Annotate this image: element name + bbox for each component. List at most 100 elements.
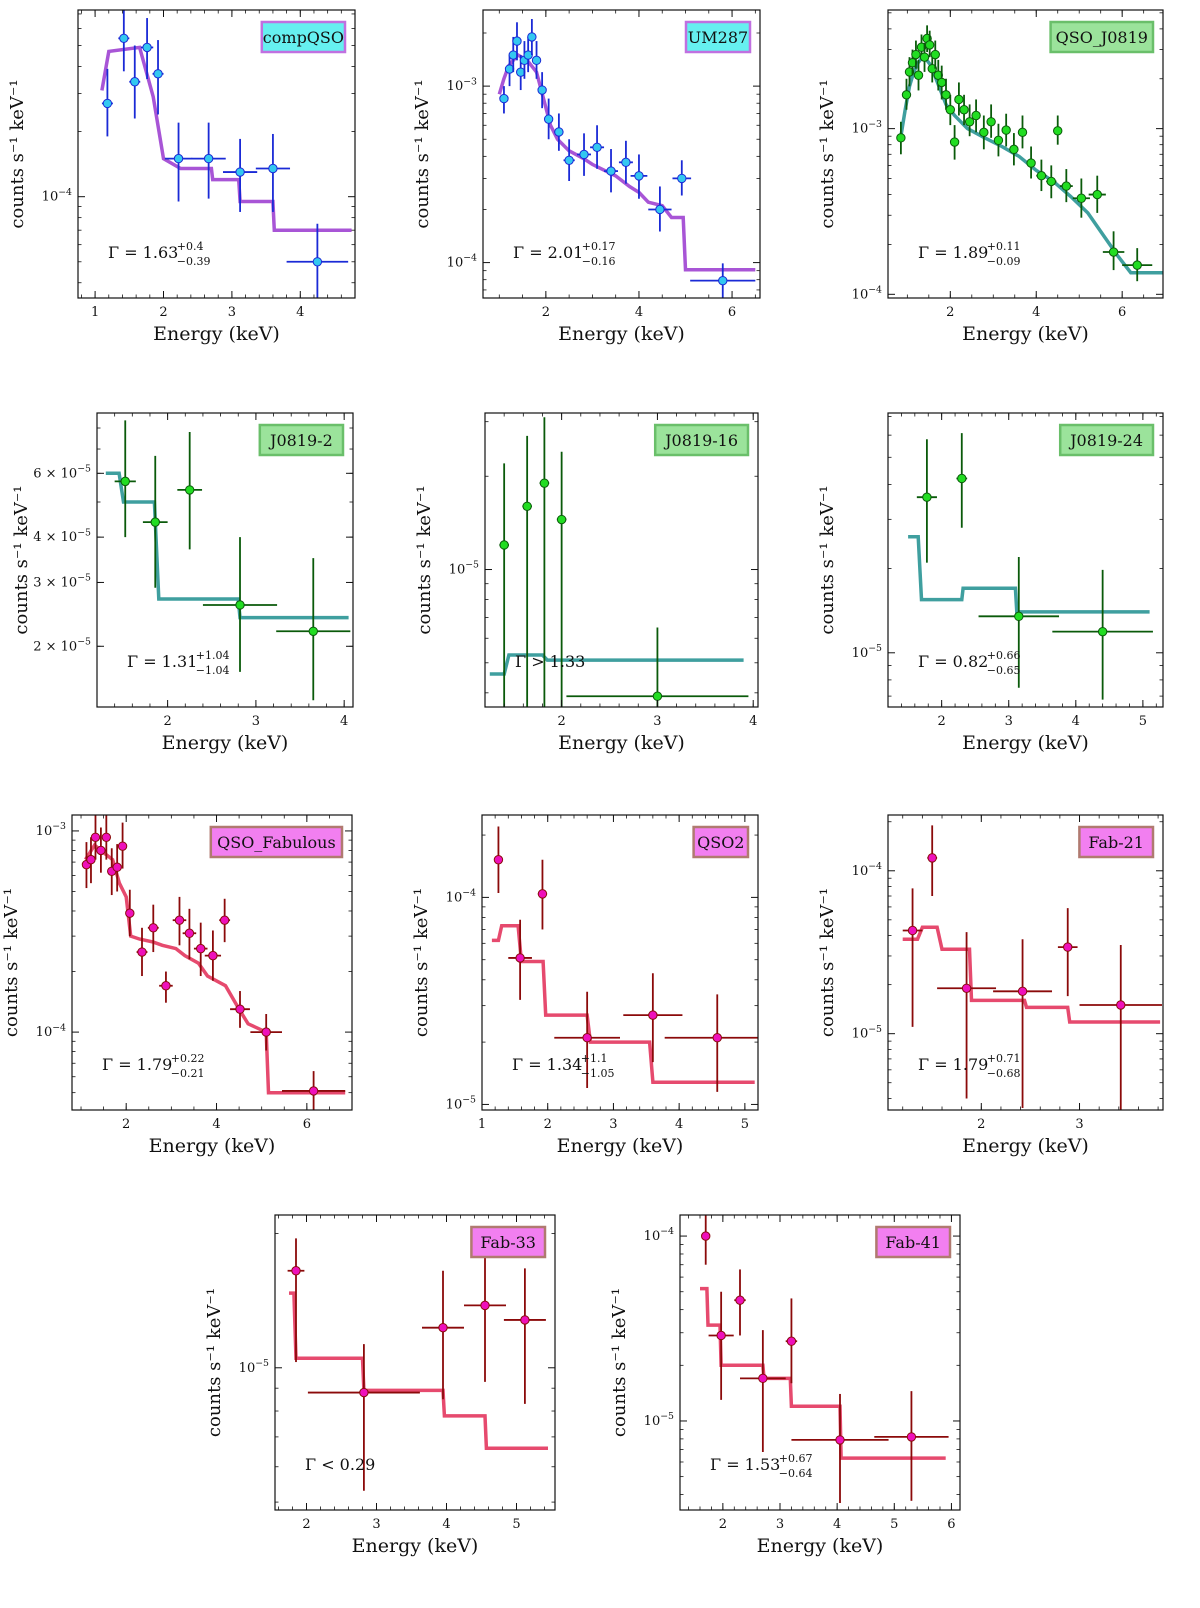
marker	[1053, 126, 1063, 136]
marker	[1092, 189, 1102, 200]
axes-frame	[274, 1214, 556, 1511]
data-point	[286, 223, 349, 298]
y-tick-label: 10−5	[449, 560, 479, 578]
x-tick-label: 6	[1118, 305, 1126, 320]
data-point	[282, 1071, 346, 1110]
marker	[148, 923, 158, 933]
x-axis-label: Energy (keV)	[153, 323, 280, 345]
data-point	[554, 113, 564, 151]
marker	[941, 90, 951, 100]
marker	[1036, 170, 1047, 181]
marker	[1076, 193, 1087, 203]
x-tick-label: 3	[228, 305, 236, 320]
source-label-box	[1078, 825, 1155, 859]
marker	[655, 204, 665, 215]
data-point	[142, 455, 168, 588]
marker	[312, 257, 323, 267]
marker	[543, 114, 554, 124]
gamma-lower-error: −0.39	[177, 255, 211, 268]
data-point	[986, 104, 996, 138]
marker	[130, 77, 140, 87]
data-point	[978, 557, 1060, 688]
gamma-upper-error: +1.1	[581, 1052, 608, 1065]
marker	[993, 135, 1004, 146]
data-point	[949, 125, 960, 160]
marker	[261, 1027, 271, 1037]
marker	[1063, 942, 1073, 952]
data-point	[512, 22, 522, 61]
panel-compqso: 1 2 3 4 10−4 Energy (keV) counts s⁻¹ keV⁻¹ comp…	[7, 9, 356, 345]
marker	[527, 32, 537, 42]
marker	[120, 476, 130, 487]
panel-fab-21: 2 3 10−5 10−4 Energy (keV) counts s⁻¹ keV⁻¹ Fa…	[817, 814, 1164, 1157]
y-tick-label: 4 × 10−5	[33, 527, 91, 545]
data-point	[1026, 146, 1036, 179]
marker	[986, 117, 996, 127]
data-point	[523, 36, 533, 73]
marker	[150, 517, 160, 527]
marker	[117, 841, 128, 851]
x-tick-label: 2	[557, 714, 565, 729]
y-tick-label: 6 × 10−5	[33, 463, 91, 481]
axes-frame	[484, 412, 759, 708]
x-tick-label: 4	[1032, 305, 1040, 320]
y-tick-label: 10−3	[447, 76, 477, 94]
model-line	[84, 842, 346, 1095]
data-point	[964, 104, 975, 137]
data-point	[993, 939, 1053, 1108]
data-point	[177, 431, 203, 550]
marker	[937, 77, 947, 88]
data-point	[522, 435, 532, 707]
data-point	[927, 54, 937, 83]
data-point	[874, 1391, 949, 1501]
marker	[648, 1010, 658, 1020]
data-point	[191, 122, 226, 199]
data-point	[464, 1235, 506, 1382]
source-label: J0819-24	[1068, 431, 1143, 450]
axes-frame	[887, 412, 1164, 708]
gamma-lower-error: −0.16	[582, 255, 616, 268]
x-tick-label: 2	[542, 305, 550, 320]
data-point	[1059, 169, 1073, 203]
y-tick-label: 10−4	[644, 1226, 674, 1244]
marker	[949, 137, 960, 147]
marker	[758, 1373, 768, 1384]
marker	[1001, 125, 1011, 135]
marker	[1046, 176, 1056, 187]
gamma-upper-error: +0.22	[171, 1052, 205, 1065]
data-point	[499, 463, 509, 707]
data-point	[672, 160, 692, 196]
x-tick-label: 2	[946, 305, 954, 320]
data-point	[250, 1014, 282, 1051]
data-point	[117, 822, 128, 869]
data-point	[90, 815, 101, 860]
data-point	[740, 1330, 786, 1452]
x-tick-label: 5	[512, 1517, 520, 1532]
data-point	[979, 115, 989, 150]
data-point	[101, 68, 113, 137]
marker	[911, 49, 921, 60]
y-tick-label: 10−4	[447, 253, 477, 271]
gamma-upper-error: +0.67	[779, 1452, 813, 1465]
data-point	[172, 896, 187, 946]
x-axis-label: Energy (keV)	[352, 1535, 479, 1557]
marker	[621, 157, 631, 168]
y-tick-label: 10−5	[852, 643, 882, 661]
marker	[901, 90, 912, 100]
data-point	[623, 973, 683, 1063]
data-point	[577, 133, 592, 176]
y-tick-label: 10−3	[36, 821, 66, 839]
marker	[606, 166, 616, 176]
marker	[308, 626, 318, 636]
data-point	[945, 94, 956, 126]
marker	[564, 155, 574, 165]
x-tick-label: 1	[478, 1117, 486, 1132]
data-point	[1053, 115, 1063, 145]
gamma-annotation: Γ = 1.79	[102, 1055, 172, 1074]
marker	[716, 1330, 726, 1341]
data-point	[537, 859, 548, 930]
marker	[96, 845, 106, 856]
x-axis-label: Energy (keV)	[962, 323, 1089, 345]
marker	[1017, 127, 1028, 138]
